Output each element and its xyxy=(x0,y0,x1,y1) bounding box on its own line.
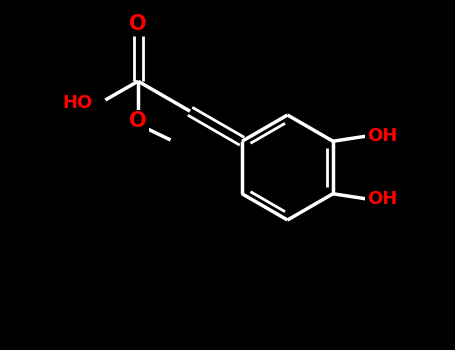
Text: HO: HO xyxy=(62,93,92,112)
Text: O: O xyxy=(129,111,147,131)
Text: OH: OH xyxy=(367,190,397,208)
Text: O: O xyxy=(129,14,147,34)
Text: OH: OH xyxy=(367,127,397,145)
